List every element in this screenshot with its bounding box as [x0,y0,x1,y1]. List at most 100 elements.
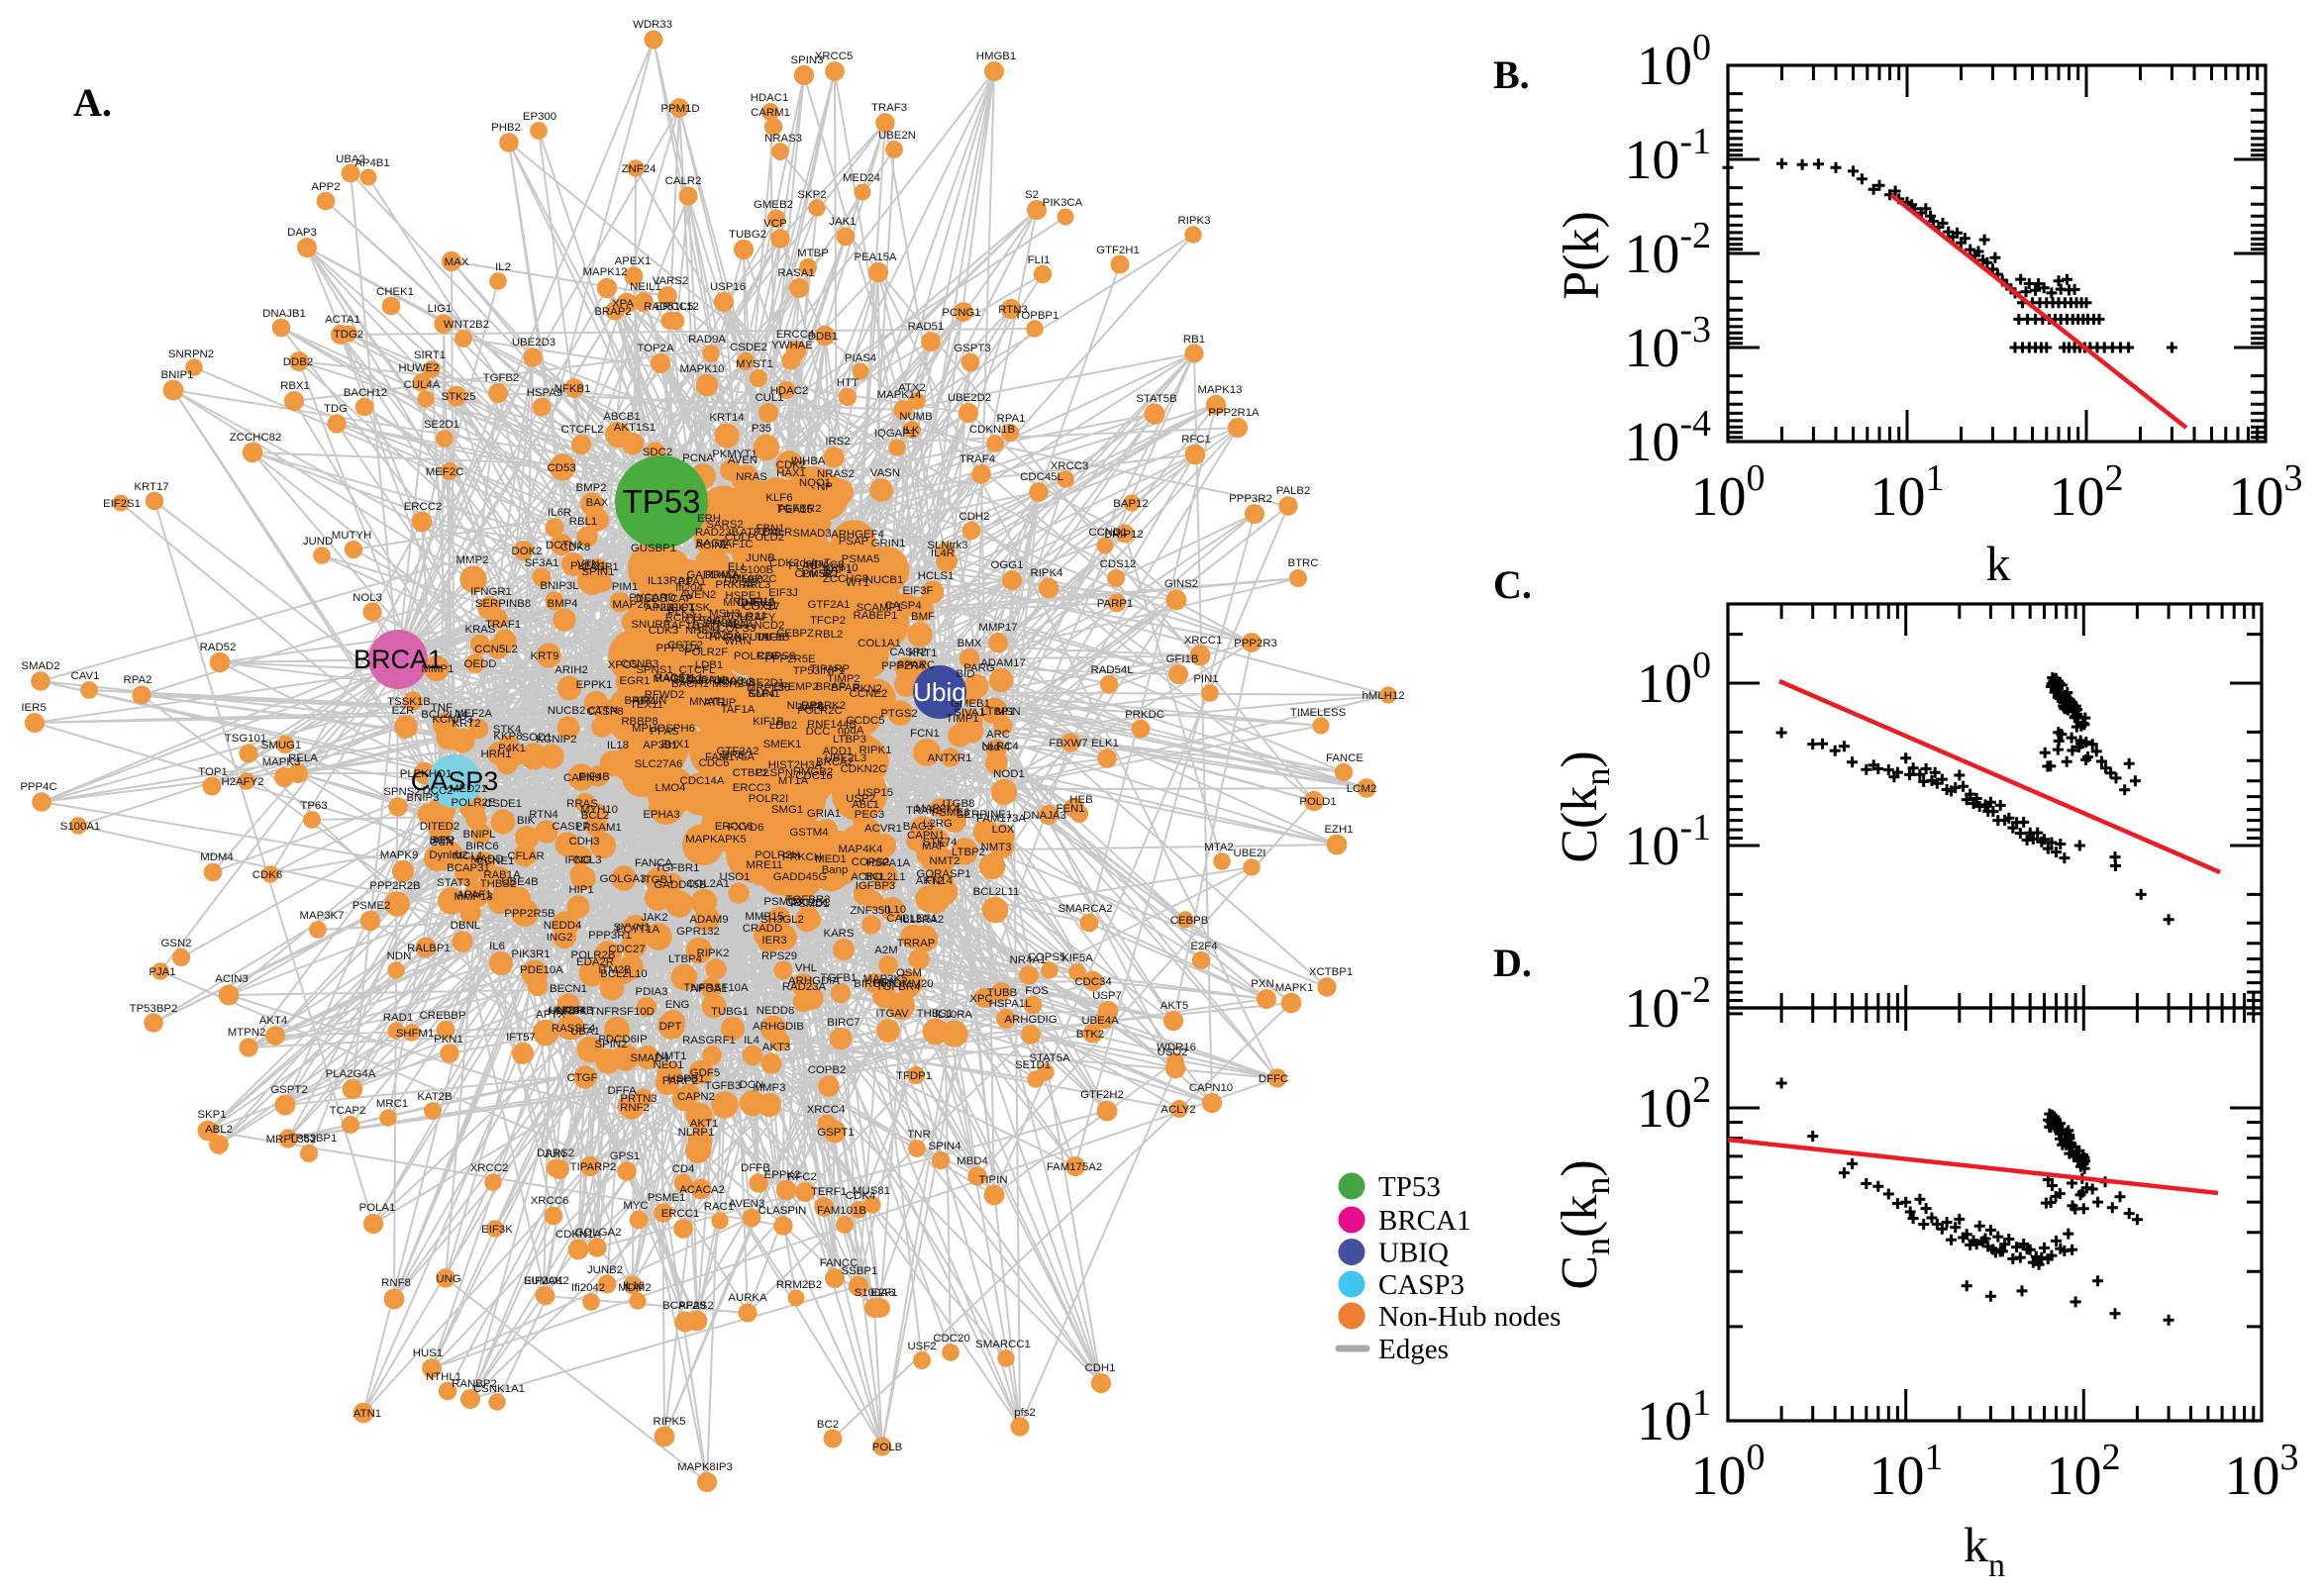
svg-text:USF2: USF2 [907,1341,936,1352]
svg-text:BAP12: BAP12 [1113,498,1148,510]
svg-text:AKT4: AKT4 [259,1015,288,1027]
svg-text:MAPK1: MAPK1 [1275,982,1314,994]
svg-text:IRS2: IRS2 [825,436,850,448]
svg-text:TNR: TNR [907,1129,930,1141]
svg-text:MNDA: MNDA [723,597,757,609]
svg-text:NEDD4: NEDD4 [544,920,582,932]
svg-text:CDC14A: CDC14A [680,775,725,787]
svg-text:SLC27A6: SLC27A6 [635,758,683,770]
svg-text:ZCCHC8: ZCCHC8 [823,573,868,585]
svg-text:ZCCHC82: ZCCHC82 [230,432,282,444]
svg-text:TP53: TP53 [623,483,701,520]
svg-text:FEN1: FEN1 [1056,803,1084,815]
svg-text:LTBP4: LTBP4 [668,953,702,965]
svg-text:LMO4: LMO4 [655,782,685,794]
svg-text:LDB1: LDB1 [695,659,724,671]
svg-text:PPP3R1: PPP3R1 [588,930,632,942]
svg-text:NHEJ1: NHEJ1 [685,625,721,637]
svg-text:UBE2N: UBE2N [878,130,916,142]
svg-text:HMGB1: HMGB1 [976,50,1017,62]
svg-text:PPA1: PPA1 [678,576,706,588]
svg-text:BRIP12: BRIP12 [1104,529,1143,541]
svg-text:HIST2H3A: HIST2H3A [768,759,823,771]
svg-text:TUBB: TUBB [987,987,1017,999]
svg-text:TP53INP1: TP53INP1 [793,665,846,677]
svg-text:USP2: USP2 [846,793,875,805]
svg-text:ADAM9: ADAM9 [689,914,728,926]
svg-text:TOP1: TOP1 [198,766,228,778]
svg-text:AKT5: AKT5 [1161,1000,1189,1012]
svg-text:LIG1: LIG1 [428,303,453,315]
svg-text:Ifi2042: Ifi2042 [571,1282,605,1294]
svg-text:TOPBP1: TOPBP1 [1015,310,1060,322]
svg-text:XRCC5: XRCC5 [815,50,854,62]
svg-text:EIF4B: EIF4B [578,771,610,783]
svg-text:P(k): P(k) [1554,211,1610,300]
svg-text:IL6: IL6 [489,941,505,952]
svg-text:KLF4: KLF4 [748,688,774,700]
svg-text:BAG3: BAG3 [903,821,933,833]
svg-text:EIF3J: EIF3J [768,587,798,599]
svg-text:NEO1: NEO1 [653,1059,683,1071]
svg-text:NUMB: NUMB [899,411,933,423]
svg-text:RRM2: RRM2 [705,569,737,581]
svg-text:ERCC1: ERCC1 [661,1208,700,1220]
svg-text:AP4B1: AP4B1 [354,157,389,169]
svg-text:B.: B. [1493,52,1530,97]
svg-text:MNAT1: MNAT1 [689,696,727,708]
svg-text:TP53BP1: TP53BP1 [289,1133,338,1145]
svg-text:NTHL1: NTHL1 [426,1371,461,1383]
svg-text:HUS1: HUS1 [413,1347,443,1359]
svg-text:BIRC6: BIRC6 [465,841,499,852]
svg-text:HDAC8: HDAC8 [806,559,845,571]
svg-text:IQGAP1: IQGAP1 [874,428,916,440]
svg-text:BCAP29: BCAP29 [662,1300,706,1312]
svg-text:HRK: HRK [873,977,897,989]
svg-text:KRAS: KRAS [464,624,495,636]
svg-text:UBE4B: UBE4B [501,876,538,888]
svg-text:APEX1: APEX1 [615,255,652,267]
svg-text:BMP2: BMP2 [575,482,606,494]
svg-text:LOX: LOX [992,824,1015,836]
svg-text:ITM2B: ITM2B [598,964,632,976]
svg-text:MAPK9: MAPK9 [380,849,419,861]
svg-text:IL10RA: IL10RA [935,1009,972,1021]
svg-text:NOL3: NOL3 [353,592,382,604]
svg-text:IL16: IL16 [623,1280,645,1292]
svg-text:DNAJA3: DNAJA3 [1023,810,1066,822]
svg-text:BIRC8: BIRC8 [854,978,887,990]
svg-text:BAG4: BAG4 [696,538,726,549]
svg-text:BACH12: BACH12 [344,387,387,399]
svg-text:CUL4A: CUL4A [404,379,441,391]
svg-text:SMUG1: SMUG1 [261,740,302,751]
svg-text:NUCB1: NUCB1 [865,574,904,586]
svg-text:BTK2: BTK2 [1076,1029,1105,1041]
svg-text:TCAP: TCAP [663,593,693,605]
svg-text:RFC1: RFC1 [1181,434,1211,446]
svg-text:MSH3: MSH3 [709,608,741,620]
svg-text:AURKA: AURKA [728,1292,767,1304]
svg-text:MMP15: MMP15 [745,911,783,923]
svg-text:PSME2: PSME2 [353,900,391,912]
svg-text:MPHOSPH6: MPHOSPH6 [632,723,695,735]
svg-text:MRPL362: MRPL362 [266,1134,317,1146]
svg-text:GSPT3: GSPT3 [954,343,990,354]
svg-text:TAF9B: TAF9B [756,632,790,644]
svg-text:TGFBR4: TGFBR4 [876,981,921,993]
svg-text:PXN: PXN [1251,978,1273,990]
svg-text:EGR1: EGR1 [619,675,650,687]
svg-text:TIPARP2: TIPARP2 [570,1161,617,1173]
svg-text:PLAU: PLAU [788,560,818,572]
svg-text:TIMELESS: TIMELESS [1290,707,1347,719]
svg-text:LDB2: LDB2 [769,720,798,732]
svg-text:CPT1A: CPT1A [685,615,722,627]
svg-text:A.: A. [73,80,112,125]
svg-text:CLASPIN: CLASPIN [758,1205,807,1217]
svg-text:CDC16: CDC16 [795,770,832,782]
svg-text:CABLES1: CABLES1 [886,913,937,925]
svg-text:PPP2R1A: PPP2R1A [1208,407,1260,419]
svg-text:ANXA3: ANXA3 [717,676,754,688]
svg-text:CHEK1: CHEK1 [376,286,414,298]
svg-text:TGFBR3: TGFBR3 [786,894,831,906]
svg-text:POLR2I: POLR2I [749,793,789,805]
